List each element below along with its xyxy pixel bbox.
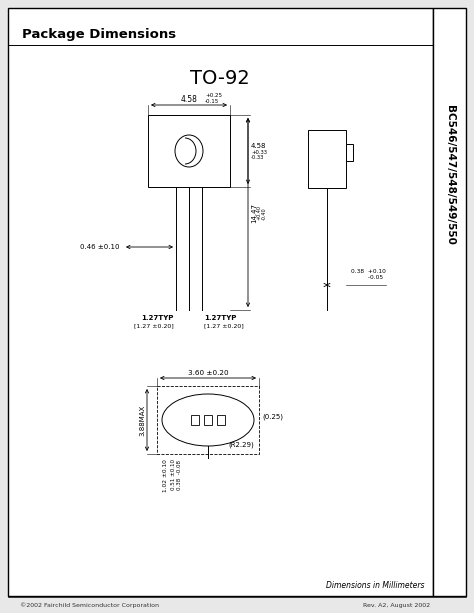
Ellipse shape	[162, 394, 254, 446]
Text: 0.51 ±0.10
0.38  -0.08: 0.51 ±0.10 0.38 -0.08	[171, 459, 182, 490]
Text: ©2002 Fairchild Semiconductor Corporation: ©2002 Fairchild Semiconductor Corporatio…	[20, 602, 159, 608]
Text: Rev. A2, August 2002: Rev. A2, August 2002	[363, 603, 430, 607]
Bar	[308, 130, 346, 188]
Bar	[346, 144, 353, 161]
Text: Package Dimensions: Package Dimensions	[22, 28, 176, 41]
Bar	[148, 115, 230, 187]
Text: 4.58: 4.58	[251, 143, 266, 149]
Bar	[217, 415, 225, 425]
Text: 14.47: 14.47	[251, 202, 257, 223]
Text: [1.27 ±0.20]: [1.27 ±0.20]	[134, 323, 174, 328]
Text: 0.38  +0.10
         -0.05: 0.38 +0.10 -0.05	[351, 268, 386, 280]
Text: 0.46 ±0.10: 0.46 ±0.10	[81, 244, 120, 250]
Text: 1.02 ±0.10: 1.02 ±0.10	[163, 459, 168, 492]
Text: [1.27 ±0.20]: [1.27 ±0.20]	[204, 323, 244, 328]
Text: BC546/547/548/549/550: BC546/547/548/549/550	[445, 105, 455, 245]
Text: +0.40
-0.40: +0.40 -0.40	[256, 205, 267, 220]
Bar	[8, 8, 433, 596]
Text: 1.27TYP: 1.27TYP	[204, 315, 237, 321]
Text: 3.88MAX: 3.88MAX	[139, 405, 145, 436]
Text: 4.58: 4.58	[181, 95, 198, 104]
Bar	[191, 415, 199, 425]
Bar	[204, 415, 212, 425]
Text: 3.60 ±0.20: 3.60 ±0.20	[188, 370, 228, 376]
Text: +0.25
-0.15: +0.25 -0.15	[205, 93, 222, 104]
Text: +0.33
-0.33: +0.33 -0.33	[251, 150, 267, 161]
Text: Dimensions in Millimeters: Dimensions in Millimeters	[327, 581, 425, 590]
Text: (R2.29): (R2.29)	[228, 441, 254, 447]
Text: 1.27TYP: 1.27TYP	[142, 315, 174, 321]
Bar	[433, 8, 466, 596]
Text: (0.25): (0.25)	[262, 414, 283, 421]
Bar	[157, 386, 259, 454]
Text: TO-92: TO-92	[190, 69, 250, 88]
